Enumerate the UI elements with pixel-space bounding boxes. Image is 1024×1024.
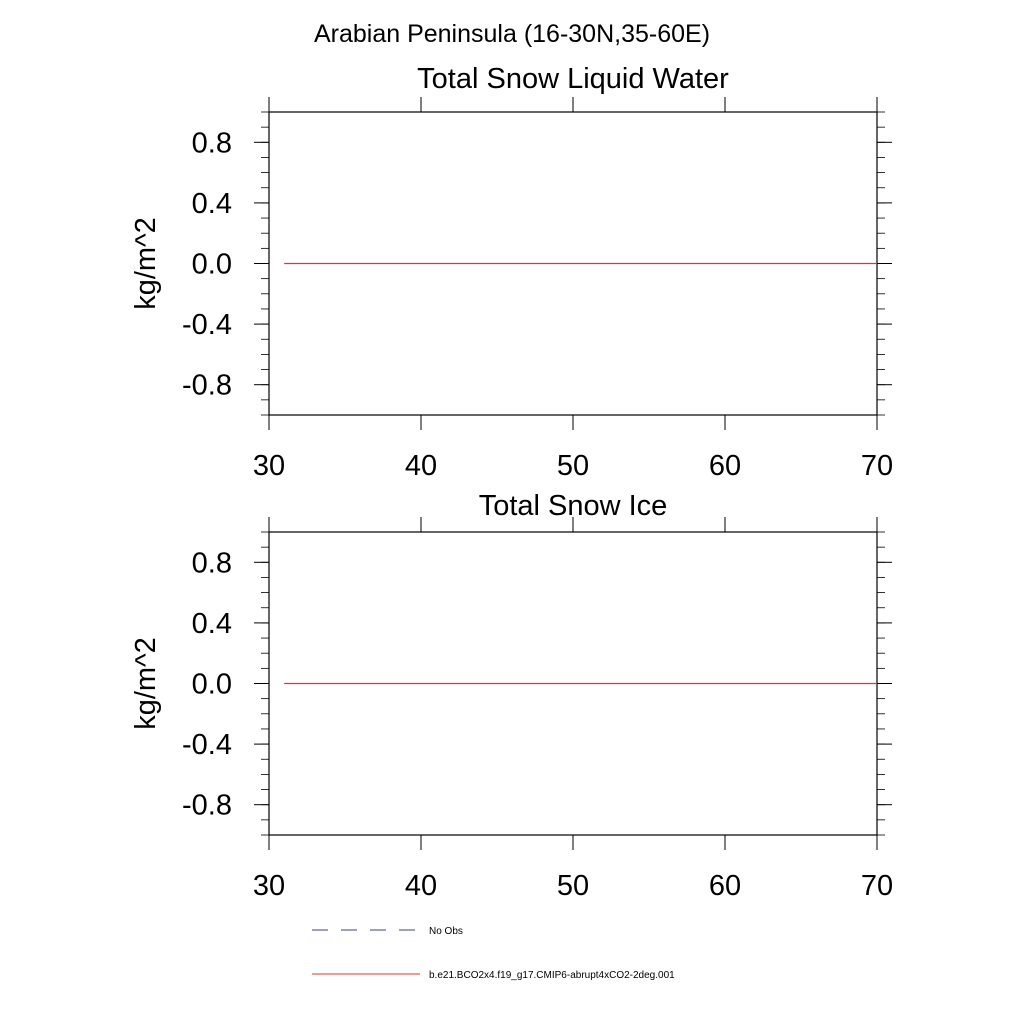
y-axis-label: kg/m^2 — [130, 217, 162, 310]
x-tick-label: 30 — [253, 450, 285, 482]
legend-label: b.e21.BCO2x4.f19_g17.CMIP6-abrupt4xCO2-2… — [429, 970, 675, 981]
y-tick-label: -0.8 — [182, 790, 232, 822]
x-tick-label: 30 — [253, 870, 285, 902]
x-tick-label: 50 — [557, 870, 589, 902]
y-tick-label: 0.0 — [192, 669, 232, 701]
y-tick-label: -0.8 — [182, 370, 232, 402]
x-tick-label: 60 — [709, 870, 741, 902]
figure-suptitle: Arabian Peninsula (16-30N,35-60E) — [314, 20, 710, 48]
y-axis-label: kg/m^2 — [130, 637, 162, 730]
x-tick-label: 40 — [405, 450, 437, 482]
y-tick-label: -0.4 — [182, 309, 232, 341]
y-tick-label: 0.4 — [192, 188, 232, 220]
legend-label: No Obs — [429, 926, 463, 937]
chart-panel-2: Total Snow Ice 30 40 50 60 70 -0.8 -0.4 0.0 0.4 0.… — [130, 490, 893, 902]
chart-panels: Total Snow Liquid Water 30 40 50 60 70 -0.8 -0.… — [130, 63, 893, 902]
y-tick-label: -0.4 — [182, 729, 232, 761]
y-tick-label: 0.0 — [192, 249, 232, 281]
chart-panel-1: Total Snow Liquid Water 30 40 50 60 70 -0.8 -0.… — [130, 63, 893, 482]
x-tick-label: 50 — [557, 450, 589, 482]
y-tick-label: 0.8 — [192, 547, 232, 579]
chart-title: Total Snow Ice — [479, 490, 668, 522]
chart-title: Total Snow Liquid Water — [417, 63, 729, 95]
x-tick-label: 60 — [709, 450, 741, 482]
y-tick-label: 0.8 — [192, 127, 232, 159]
x-tick-label: 70 — [861, 870, 893, 902]
x-tick-label: 70 — [861, 450, 893, 482]
y-tick-label: 0.4 — [192, 608, 232, 640]
legend: No Obs b.e21.BCO2x4.f19_g17.CMIP6-abrupt4… — [312, 926, 675, 981]
x-tick-label: 40 — [405, 870, 437, 902]
